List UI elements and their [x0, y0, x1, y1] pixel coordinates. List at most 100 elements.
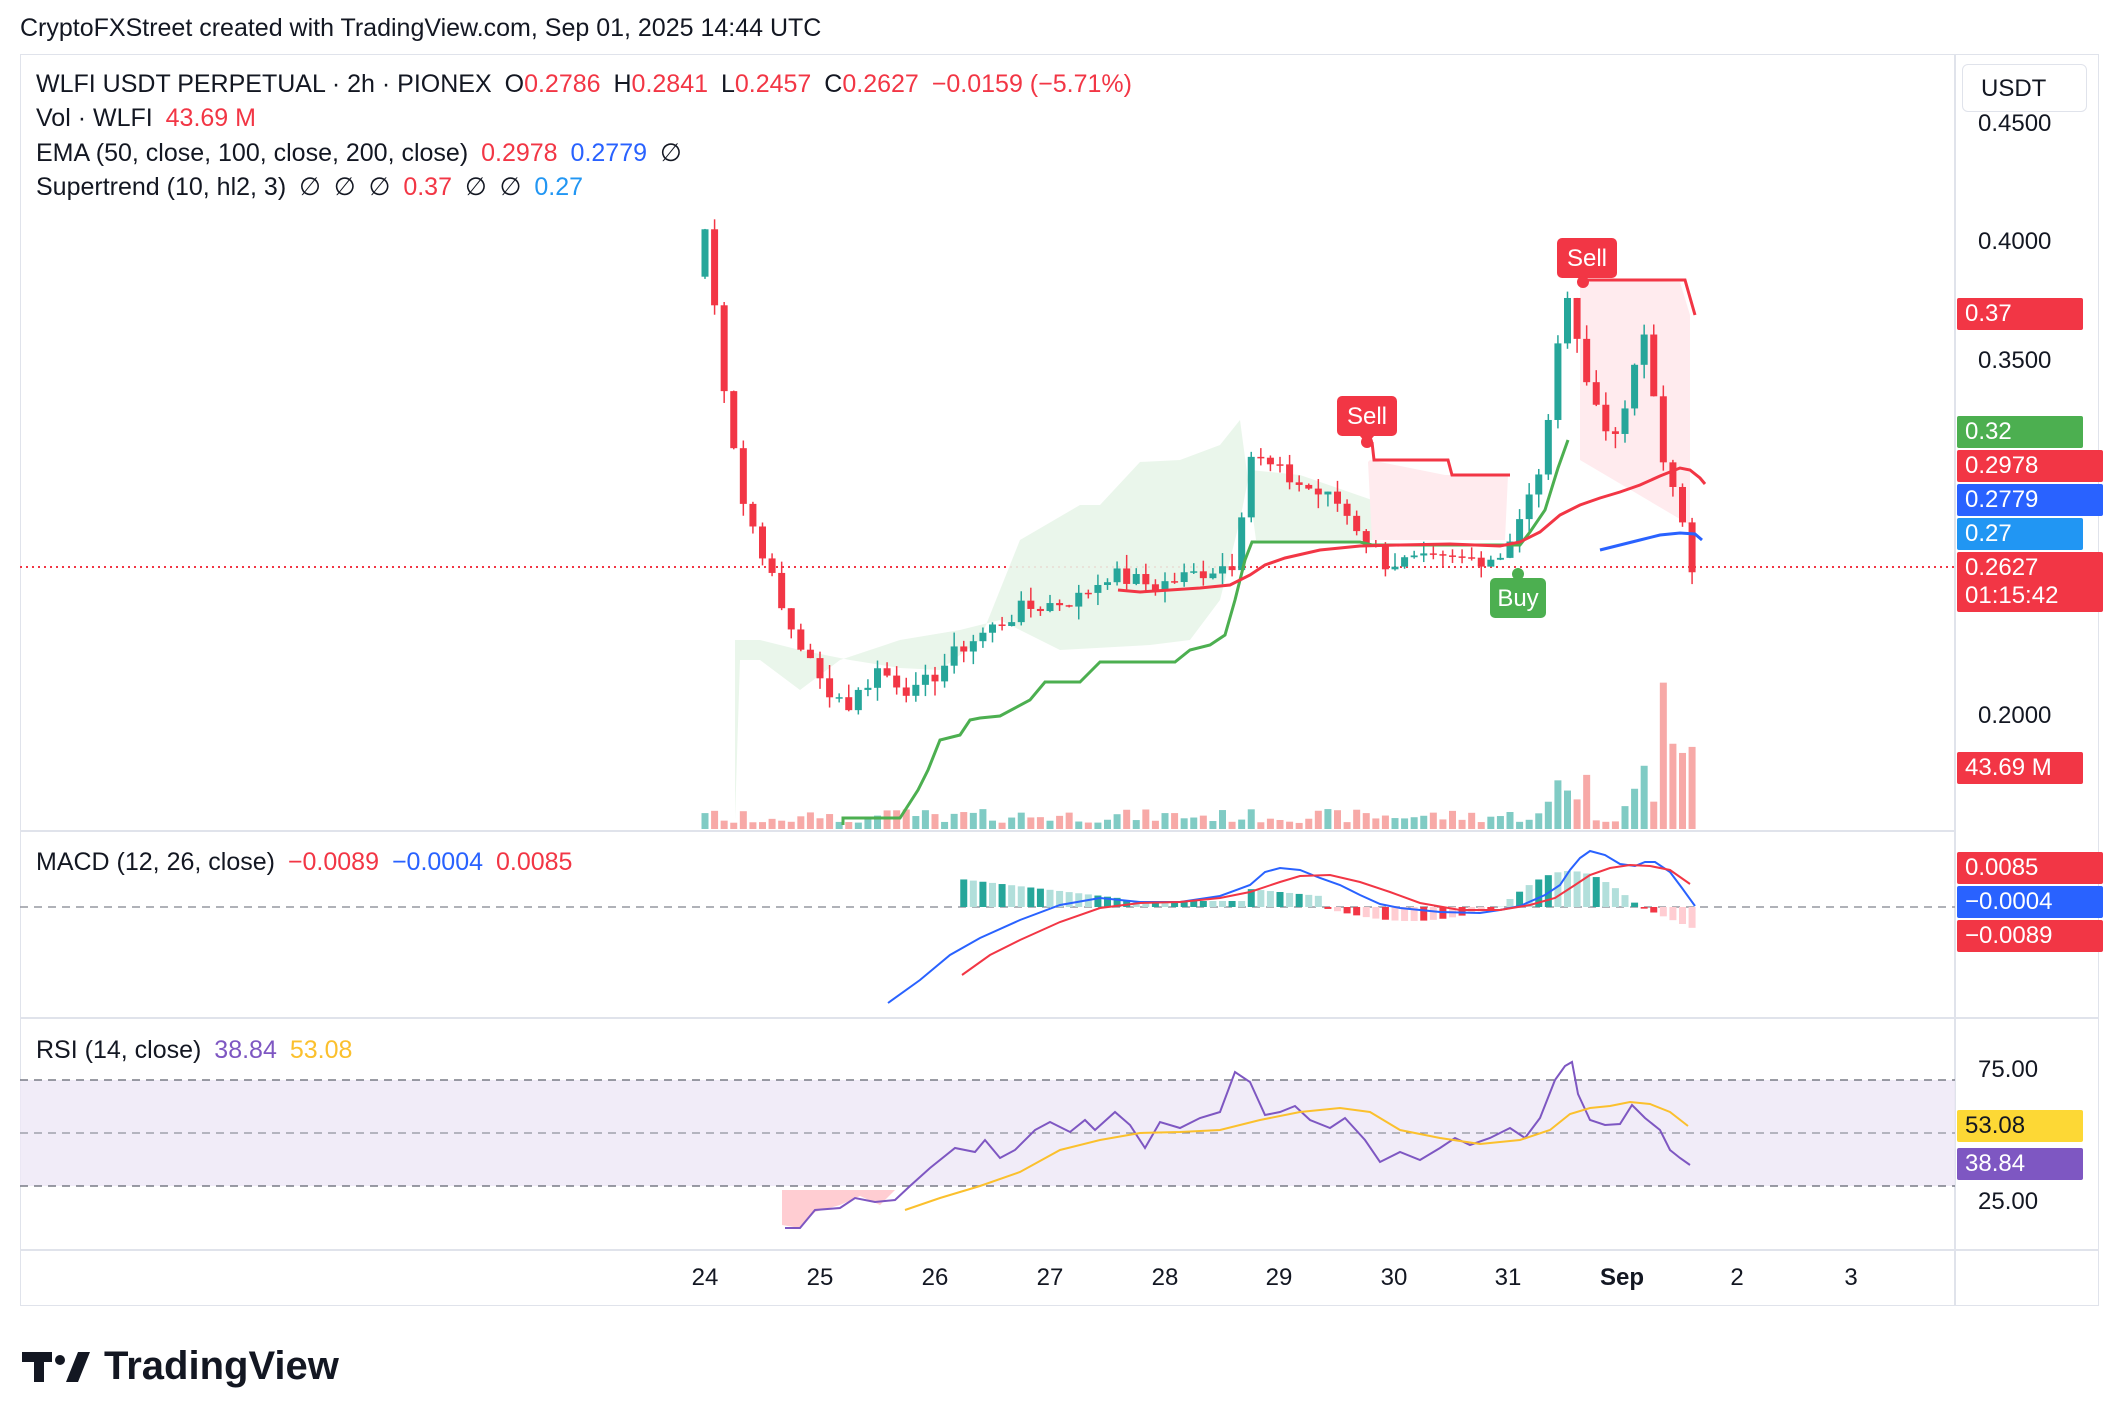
- candle-body: [835, 697, 843, 699]
- macd-hist-bar: [1401, 907, 1409, 921]
- macd-hist-bar: [1334, 907, 1341, 912]
- volume-bar: [1496, 816, 1504, 829]
- candle-body: [1688, 522, 1696, 573]
- macd-hist-bar: [1429, 907, 1437, 920]
- volume-bar: [854, 822, 862, 829]
- macd-hist-bar: [1046, 889, 1054, 907]
- candle-body: [1468, 557, 1476, 559]
- candle-body: [941, 665, 949, 682]
- macd-hist-bar: [1573, 871, 1581, 907]
- candle-body: [1065, 605, 1073, 607]
- volume-bar: [1286, 821, 1294, 829]
- volume-bar: [1113, 814, 1121, 829]
- candle-body: [874, 668, 881, 688]
- volume-bar: [1276, 819, 1284, 829]
- ema-50-tag: 0.2978: [1957, 450, 2103, 482]
- volume-bar: [1190, 817, 1198, 829]
- candle-body: [1487, 559, 1495, 567]
- volume-bar: [1238, 819, 1246, 829]
- candle-body: [720, 305, 728, 392]
- macd-hist-bar: [1353, 907, 1361, 916]
- volume-bar: [701, 813, 709, 829]
- candle-body: [1094, 584, 1102, 593]
- volume-bar: [835, 821, 843, 829]
- volume-bar: [941, 821, 949, 829]
- candle-body: [1669, 462, 1677, 487]
- volume-bar: [1199, 815, 1207, 829]
- volume-bar: [1362, 813, 1370, 829]
- candle-body: [1449, 555, 1456, 557]
- candle-body: [1525, 494, 1533, 520]
- volume-bar: [998, 822, 1006, 829]
- candle-body: [845, 697, 853, 711]
- rsi-ma-value: 53.08: [289, 1036, 353, 1064]
- volume-tag: 43.69 M: [1957, 752, 2083, 784]
- tradingview-logo[interactable]: TradingView: [22, 1344, 339, 1389]
- time-axis-label: 25: [806, 1264, 834, 1291]
- candle-body: [1410, 555, 1418, 558]
- volume-bar: [1257, 822, 1265, 829]
- macd-hist-bar: [1142, 901, 1150, 907]
- volume-bar: [950, 813, 958, 829]
- rsi-ma-line: [904, 1100, 1689, 1211]
- rsi-legend[interactable]: RSI (14, close) 38.84 53.08: [36, 1036, 353, 1064]
- macd-hist-tag: 0.0085: [1957, 852, 2103, 884]
- macd-hist-bar: [1640, 907, 1648, 909]
- macd-hist-bar: [1104, 896, 1111, 907]
- volume-bar: [1209, 821, 1217, 829]
- ema-50-line: [1117, 466, 1707, 594]
- ema-50-value: 0.2978: [481, 139, 558, 167]
- candle-body: [768, 558, 776, 573]
- macd-hist-bar: [1420, 907, 1428, 921]
- candle-body: [1640, 334, 1648, 365]
- macd-legend[interactable]: MACD (12, 26, close) −0.0089 −0.0004 0.0…: [36, 848, 573, 876]
- candle-body: [1132, 574, 1140, 584]
- supertrend-legend[interactable]: Supertrend (10, hl2, 3) ∅ ∅ ∅ 0.37 ∅ ∅ 0…: [36, 173, 584, 201]
- candle-body: [806, 649, 814, 659]
- candle-body: [1104, 582, 1111, 585]
- candle-body: [998, 624, 1006, 626]
- candle-body: [912, 684, 920, 696]
- currency-button[interactable]: USDT: [1962, 64, 2087, 112]
- candle-body: [1276, 464, 1284, 466]
- candle-body: [1602, 404, 1610, 432]
- ema-legend[interactable]: EMA (50, close, 100, close, 200, close) …: [36, 139, 682, 167]
- volume-bar: [1334, 810, 1341, 829]
- macd-hist-bar: [1362, 907, 1370, 918]
- candle-body: [1199, 571, 1207, 579]
- macd-hist-bar: [1372, 907, 1380, 919]
- rsi-line: [785, 1060, 1691, 1229]
- ema-100-value: 0.2779: [570, 139, 648, 167]
- candle-body: [1123, 568, 1131, 584]
- supertrend-upper-value: 0.37: [403, 173, 452, 201]
- symbol-label[interactable]: WLFI USDT PERPETUAL · 2h · PIONEX: [36, 70, 492, 98]
- volume-legend[interactable]: Vol · WLFI 43.69 M: [36, 104, 256, 132]
- price-axis-label: 0.3500: [1978, 347, 2052, 374]
- volume-bar: [1228, 821, 1236, 829]
- volume-bar: [1123, 809, 1131, 829]
- volume-bar: [759, 822, 766, 829]
- volume-value: 43.69 M: [165, 104, 256, 132]
- candle-body: [1381, 545, 1389, 570]
- volume-bar: [1544, 801, 1552, 829]
- macd-hist-bar: [1056, 890, 1064, 907]
- candle-body: [931, 674, 939, 682]
- volume-bar: [1487, 816, 1495, 829]
- macd-value-1: −0.0089: [287, 848, 379, 876]
- volume-bar: [1679, 752, 1686, 829]
- supertrend-lower-tag: 0.27: [1957, 518, 2083, 550]
- time-axis-label: 31: [1494, 1264, 1522, 1291]
- candle-body: [1343, 503, 1351, 516]
- macd-hist-bar: [1065, 892, 1073, 907]
- volume-bar: [749, 822, 757, 829]
- candle-body: [1592, 382, 1600, 405]
- sell-signal-1-label: Sell: [1347, 403, 1387, 430]
- candle-body: [1017, 600, 1025, 623]
- macd-hist-bar: [1027, 887, 1035, 907]
- volume-bar: [826, 814, 834, 829]
- buy-signal: Buy: [1490, 568, 1546, 618]
- candle-body: [1650, 334, 1658, 397]
- macd-hist-bar: [1688, 907, 1696, 928]
- volume-bar: [1439, 819, 1447, 829]
